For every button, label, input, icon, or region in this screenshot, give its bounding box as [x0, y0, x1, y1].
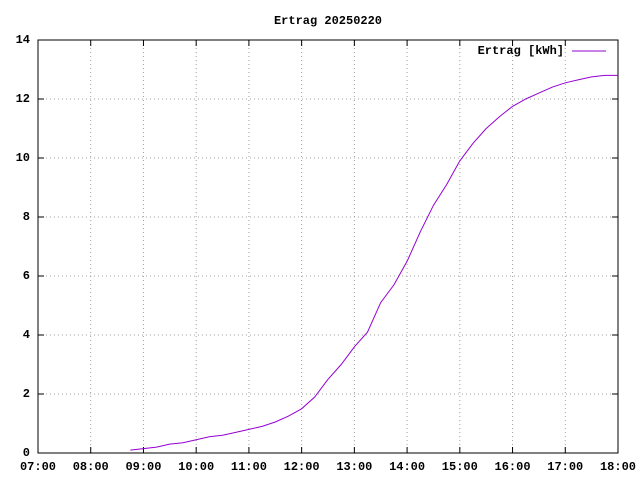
x-tick-label: 15:00: [442, 460, 478, 474]
data-line: [130, 74, 618, 451]
x-tick-label: 13:00: [336, 460, 372, 474]
legend-label: Ertrag [kWh]: [478, 44, 564, 58]
x-tick-label: 09:00: [125, 460, 161, 474]
x-tick-label: 11:00: [231, 460, 267, 474]
x-tick-label: 07:00: [20, 460, 56, 474]
y-tick-label: 4: [23, 328, 30, 342]
plot-border: [37, 39, 619, 454]
y-tick-label: 8: [23, 210, 30, 224]
x-tick-label: 17:00: [547, 460, 583, 474]
chart-title: Ertrag 20250220: [274, 14, 382, 28]
x-tick-label: 08:00: [73, 460, 109, 474]
x-tick-label: 14:00: [389, 460, 425, 474]
y-tick-label: 10: [16, 151, 30, 165]
x-tick-label: 12:00: [284, 460, 320, 474]
x-tick-label: 18:00: [600, 460, 636, 474]
x-tick-label: 16:00: [495, 460, 531, 474]
y-tick-label: 0: [23, 446, 30, 460]
x-tick-label: 10:00: [178, 460, 214, 474]
y-tick-label: 6: [23, 269, 30, 283]
y-tick-label: 12: [16, 92, 30, 106]
y-tick-label: 14: [16, 33, 30, 47]
y-tick-label: 2: [23, 387, 30, 401]
